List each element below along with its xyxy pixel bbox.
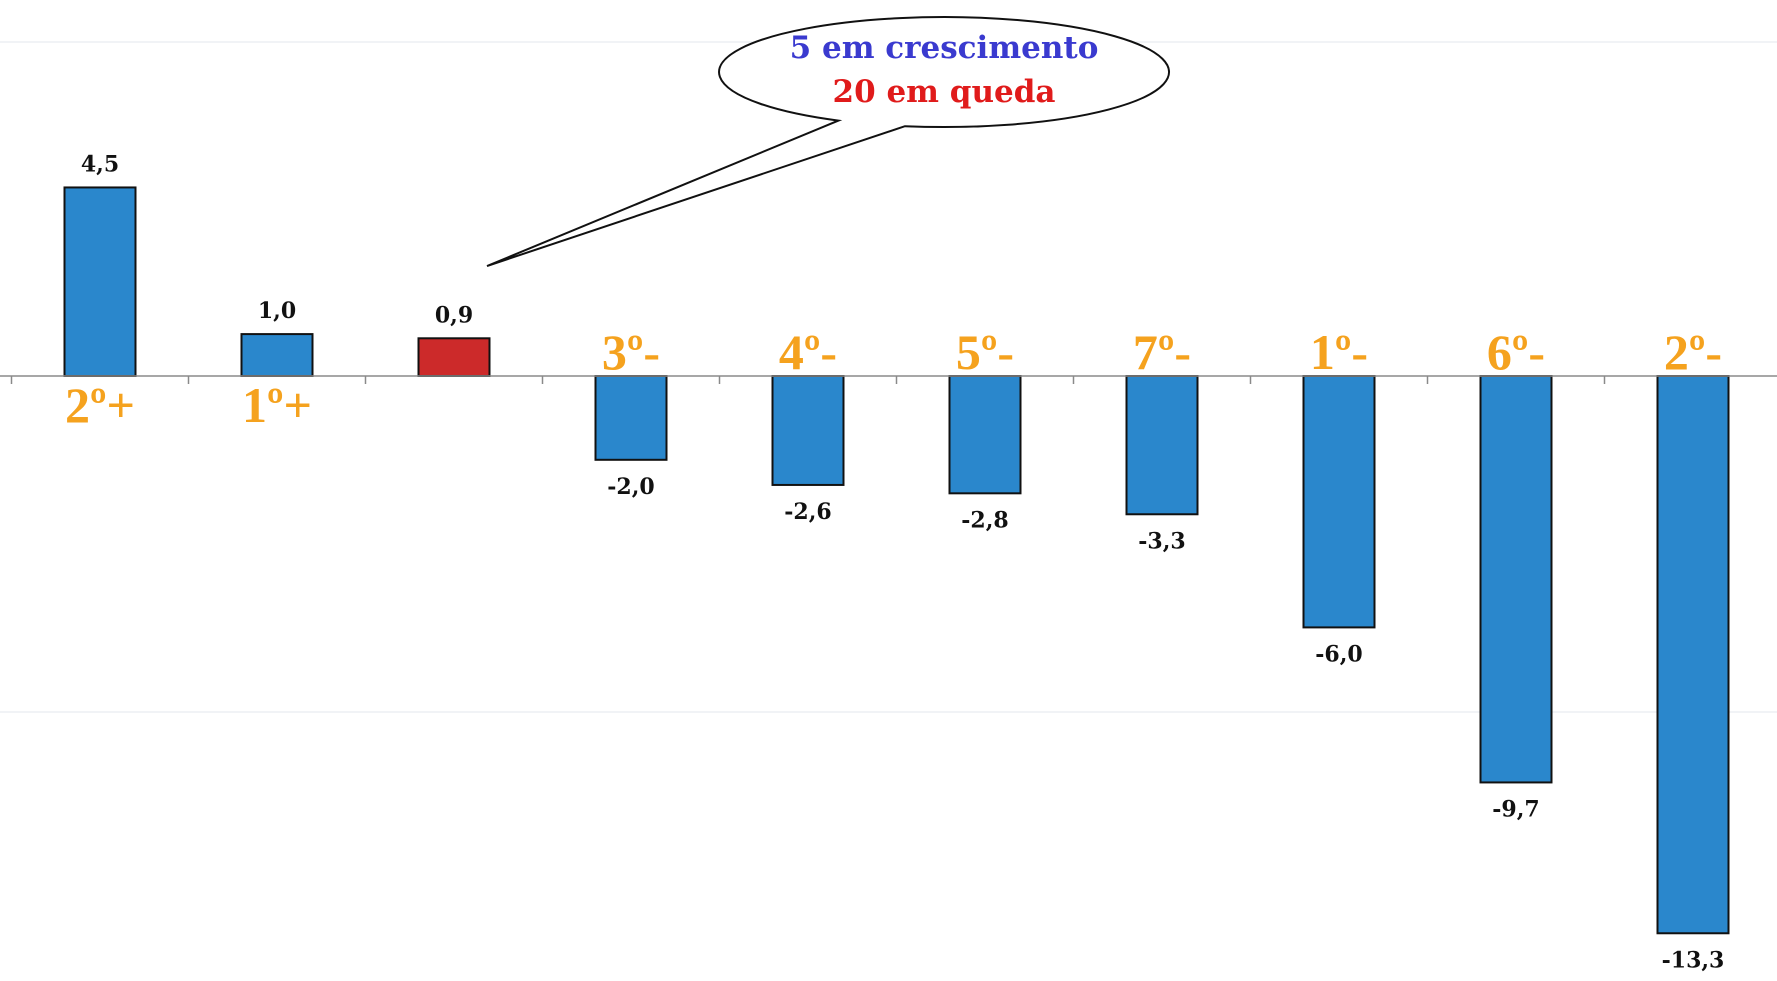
bar (1656, 375, 1730, 935)
value-label: -13,3 (1662, 947, 1725, 973)
bar (594, 375, 668, 461)
callout-line-decline: 20 em queda (833, 74, 1056, 110)
category-labels: 2º+ 1º+ 3º- 4º- 5º- 7º- 1º- 6º- 2º- (65, 324, 1722, 433)
bar (240, 333, 314, 378)
category-label: 7º- (1133, 324, 1191, 380)
category-label: 3º- (602, 324, 660, 380)
category-label: 4º- (779, 324, 837, 380)
bar (1479, 375, 1553, 784)
value-label: 4,5 (81, 151, 119, 177)
bar (1302, 375, 1376, 629)
bars (63, 186, 1730, 935)
category-label: 2º- (1664, 324, 1722, 380)
bar (948, 375, 1022, 495)
bar (771, 375, 845, 486)
value-label: -2,0 (607, 474, 654, 500)
category-label: 6º- (1487, 324, 1545, 380)
bar (417, 337, 491, 378)
callout-bubble: 5 em crescimento 20 em queda (486, 16, 1170, 267)
bar (1125, 375, 1199, 516)
x-axis (0, 375, 1777, 384)
value-label: -6,0 (1315, 641, 1362, 667)
category-label: 5º- (956, 324, 1014, 380)
value-labels: 4,5 1,0 0,9 -2,0 -2,6 -2,8 -3,3 -6,0 -9,7 -13,3 (81, 151, 1725, 973)
value-label: 0,9 (435, 302, 473, 328)
callout-shape (486, 16, 1170, 267)
category-label: 2º+ (65, 377, 135, 433)
value-label: -2,6 (784, 499, 831, 525)
value-label: -3,3 (1138, 528, 1185, 554)
category-label: 1º- (1310, 324, 1368, 380)
value-label: 1,0 (258, 298, 296, 324)
value-label: -9,7 (1492, 796, 1539, 822)
value-label: -2,8 (961, 507, 1008, 533)
callout-line-growth: 5 em crescimento (790, 30, 1099, 66)
bar (63, 186, 137, 377)
category-label: 1º+ (242, 377, 312, 433)
